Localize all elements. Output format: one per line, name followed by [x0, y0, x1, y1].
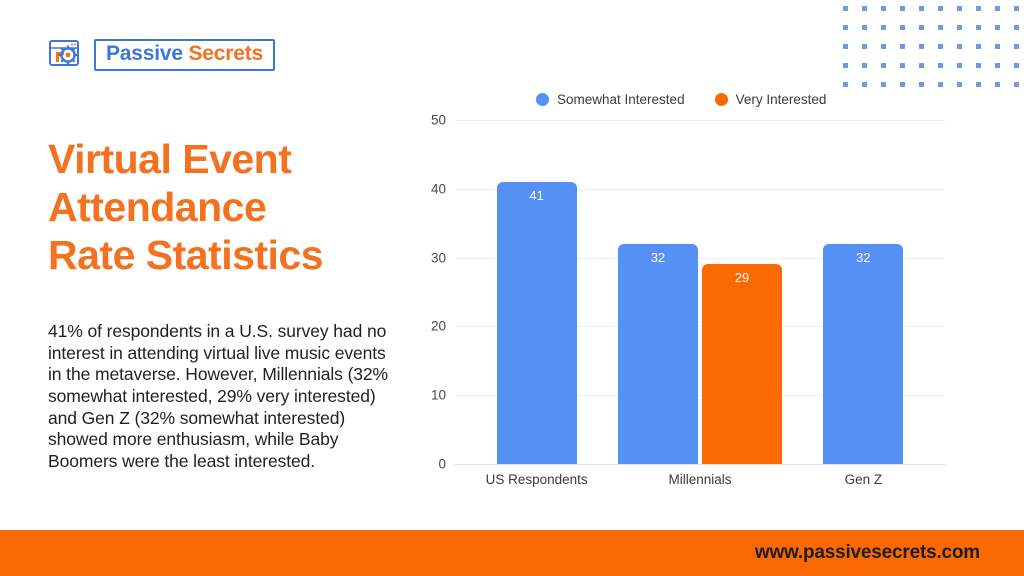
browser-gear-icon [48, 38, 86, 72]
dot [995, 82, 1000, 87]
dot [1014, 63, 1019, 68]
description-paragraph: 41% of respondents in a U.S. survey had … [48, 321, 389, 472]
dot [1014, 82, 1019, 87]
dot [938, 63, 943, 68]
bar[interactable]: 32 [618, 243, 698, 464]
dot [862, 63, 867, 68]
gridline-0: 0 [438, 457, 945, 472]
dot [938, 44, 943, 49]
dot [919, 63, 924, 68]
page-title: Virtual Event Attendance Rate Statistics [48, 136, 408, 280]
bar[interactable]: 29 [702, 264, 782, 464]
dot [995, 6, 1000, 11]
dot [938, 25, 943, 30]
y-axis-tick-label: 50 [430, 112, 446, 128]
dot [919, 44, 924, 49]
page-title-line-3: Rate Statistics [48, 231, 324, 278]
dot [881, 63, 886, 68]
dot [862, 6, 867, 11]
dot [957, 44, 962, 49]
chart-plot-area: 0 10 20 30 40 50 41 US Respondents 32 29 Millennia… [431, 113, 945, 487]
dot [1014, 6, 1019, 11]
dot [862, 44, 867, 49]
logo-wordmark: Passive Secrets [94, 38, 275, 72]
page-title-line-1: Virtual Event [48, 136, 292, 182]
dot [1014, 44, 1019, 49]
dot [881, 6, 886, 11]
dot [976, 63, 981, 68]
dot [843, 25, 848, 30]
footer-website-url: www.passivesecrets.com [754, 542, 980, 563]
dot [957, 25, 962, 30]
dot [976, 82, 981, 87]
bar-value-label: 32 [856, 249, 871, 265]
dot [919, 25, 924, 30]
dot [995, 44, 1000, 49]
dot [900, 6, 905, 11]
x-axis-tick-label: Millennials [668, 472, 732, 487]
bar-chart: Somewhat Interested Very Interested 0 10 20… [412, 86, 960, 492]
y-axis-tick-label: 20 [430, 318, 446, 334]
dot [995, 63, 1000, 68]
dot [995, 25, 1000, 30]
dot [976, 25, 981, 30]
dot [900, 63, 905, 68]
bar-value-label: 29 [734, 270, 750, 286]
x-axis-tick-label: Gen Z [844, 472, 883, 487]
dot [843, 63, 848, 68]
y-axis-tick-label: 10 [430, 387, 446, 403]
bar[interactable]: 32 [823, 243, 904, 464]
dot [957, 6, 962, 11]
legend-label: Very Interested [735, 92, 827, 107]
logo-word-passive: Passive [106, 41, 183, 65]
page-title-line-2: Attendance [48, 183, 267, 230]
gridline-30: 30 [431, 250, 945, 265]
bar[interactable]: 41 [496, 181, 577, 464]
dot-grid-decoration [843, 6, 1021, 87]
dot [957, 63, 962, 68]
brand-logo: Passive Secrets [48, 38, 275, 72]
dot [900, 25, 905, 30]
legend-item-1[interactable]: Very Interested [714, 92, 827, 107]
x-axis-tick-label: US Respondents [485, 472, 588, 487]
dot [843, 6, 848, 11]
dot [919, 6, 924, 11]
legend-item-0[interactable]: Somewhat Interested [536, 92, 685, 107]
bar-value-label: 41 [529, 187, 544, 203]
gridline-10: 10 [431, 388, 945, 403]
gridline-40: 40 [431, 181, 945, 196]
dot [976, 6, 981, 11]
dot [843, 44, 848, 49]
chart-legend: Somewhat Interested Very Interested [536, 92, 826, 107]
y-axis-tick-label: 40 [430, 181, 446, 197]
dot [1014, 25, 1019, 30]
footer-bar: www.passivesecrets.com [0, 530, 1024, 576]
y-axis-tick-label: 0 [438, 456, 446, 472]
y-axis-tick-label: 30 [430, 250, 446, 266]
gridline-20: 20 [431, 319, 945, 334]
legend-swatch-icon [536, 93, 549, 106]
gridline-50: 50 [431, 113, 945, 128]
dot [862, 25, 867, 30]
bar-value-label: 32 [650, 249, 666, 265]
dot [881, 44, 886, 49]
dot [900, 44, 905, 49]
dot [938, 6, 943, 11]
legend-swatch-icon [714, 93, 728, 106]
dot [881, 25, 886, 30]
dot [976, 44, 981, 49]
legend-label: Somewhat Interested [557, 92, 685, 107]
logo-word-secrets: Secrets [188, 41, 263, 65]
